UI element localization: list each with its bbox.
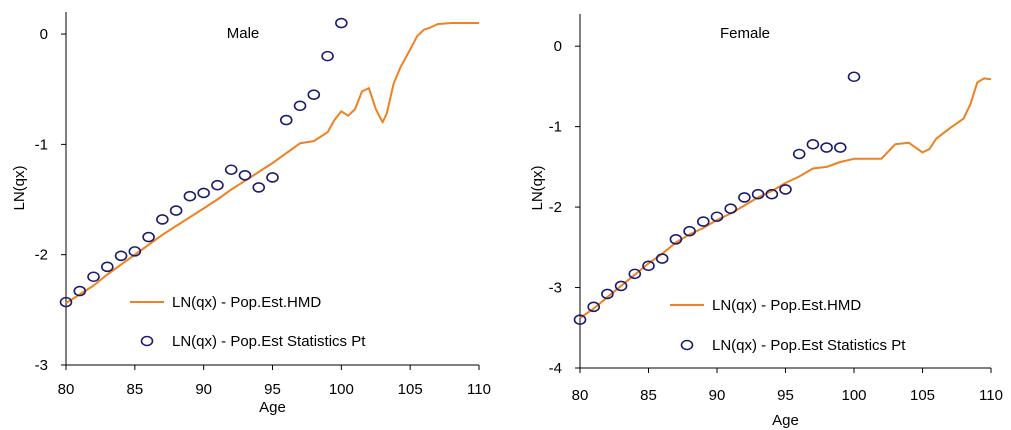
data-point bbox=[587, 301, 601, 313]
data-point bbox=[765, 188, 779, 200]
x-tick-label: 80 bbox=[572, 387, 589, 404]
data-point bbox=[169, 205, 183, 216]
legend-marker-swatch bbox=[140, 335, 154, 347]
chart-female: 0 -1 -2 -3 -4 80 85 90 95 100 105 110 Female Age LN(qx… bbox=[529, 14, 1003, 429]
data-point bbox=[266, 172, 279, 183]
chart-title: Female bbox=[720, 25, 770, 42]
data-point bbox=[820, 142, 833, 153]
data-point bbox=[197, 187, 210, 199]
legend-entry: LN(qx) - Pop.Est.HMD bbox=[172, 294, 321, 311]
x-axis-label: Age bbox=[772, 412, 799, 429]
data-point bbox=[279, 114, 293, 126]
data-point bbox=[211, 179, 224, 191]
data-point bbox=[669, 233, 683, 245]
data-point bbox=[252, 182, 266, 193]
x-tick-label: 80 bbox=[58, 381, 75, 398]
x-tick-label: 105 bbox=[398, 381, 423, 398]
data-point bbox=[642, 260, 655, 272]
x-tick-label: 110 bbox=[979, 387, 1003, 404]
x-tick-label: 95 bbox=[777, 387, 794, 404]
data-point bbox=[779, 184, 792, 195]
data-point bbox=[573, 314, 587, 326]
data-point bbox=[724, 203, 738, 214]
data-point bbox=[655, 253, 669, 264]
data-point bbox=[751, 188, 765, 200]
data-point bbox=[710, 211, 724, 223]
data-point bbox=[806, 139, 820, 150]
data-point bbox=[224, 164, 238, 176]
data-point bbox=[833, 142, 847, 153]
data-point bbox=[156, 214, 169, 225]
legend: LN(qx) - Pop.Est.HMD LN(qx) - Pop.Est Sta… bbox=[130, 294, 366, 350]
x-tick-label: 85 bbox=[126, 381, 143, 398]
y-tick-label: -3 bbox=[35, 357, 48, 374]
x-tick-label: 105 bbox=[910, 387, 935, 404]
chart-title: Male bbox=[227, 25, 260, 42]
data-point bbox=[87, 271, 100, 283]
x-tick-label: 85 bbox=[640, 387, 657, 404]
data-point bbox=[307, 89, 321, 101]
y-axis-label: LN(qx) bbox=[11, 165, 28, 210]
x-tick-label: 100 bbox=[841, 387, 866, 404]
data-point bbox=[321, 50, 334, 62]
data-point bbox=[183, 190, 197, 202]
data-point bbox=[238, 169, 252, 181]
legend-entry: LN(qx) - Pop.Est Statistics Pt bbox=[712, 337, 906, 354]
data-point bbox=[614, 280, 628, 292]
x-tick-label: 90 bbox=[709, 387, 726, 404]
x-tick-label: 90 bbox=[195, 381, 212, 398]
y-tick-label: -3 bbox=[549, 280, 562, 297]
data-point bbox=[738, 192, 751, 203]
y-axis-label: LN(qx) bbox=[529, 165, 546, 210]
y-tick-label: -2 bbox=[35, 247, 48, 264]
data-point bbox=[792, 148, 806, 160]
legend-entry: LN(qx) - Pop.Est Statistics Pt bbox=[172, 333, 366, 350]
x-tick-label: 100 bbox=[329, 381, 354, 398]
y-tick-label: -1 bbox=[549, 119, 562, 136]
legend-entry: LN(qx) - Pop.Est.HMD bbox=[712, 297, 861, 314]
series-line-hmd bbox=[579, 77, 992, 319]
data-point bbox=[683, 225, 696, 237]
data-point bbox=[128, 246, 142, 257]
data-point bbox=[101, 261, 114, 273]
data-point bbox=[142, 231, 155, 243]
x-axis-label: Age bbox=[259, 399, 286, 416]
chart-male: 0 -1 -2 -3 80 85 90 95 100 105 110 Male Age LN(qx) LN(… bbox=[11, 12, 491, 416]
y-tick-label: 0 bbox=[40, 26, 48, 43]
y-tick-label: 0 bbox=[554, 38, 562, 55]
data-point bbox=[59, 296, 73, 308]
x-tick-label: 110 bbox=[467, 381, 491, 398]
data-point bbox=[601, 288, 614, 300]
y-tick-label: -4 bbox=[549, 360, 562, 377]
legend: LN(qx) - Pop.Est.HMD LN(qx) - Pop.Est Sta… bbox=[670, 297, 906, 354]
data-point bbox=[114, 250, 128, 262]
data-point bbox=[293, 100, 307, 112]
y-tick-label: -2 bbox=[549, 199, 562, 216]
legend-marker-swatch bbox=[680, 339, 694, 351]
y-tick-label: -1 bbox=[35, 136, 48, 153]
data-point bbox=[73, 285, 87, 297]
data-point bbox=[335, 17, 348, 29]
series-line-hmd bbox=[65, 22, 479, 305]
x-tick-label: 95 bbox=[264, 381, 281, 398]
data-point bbox=[847, 71, 861, 83]
data-point bbox=[628, 268, 642, 280]
data-point bbox=[696, 216, 710, 227]
